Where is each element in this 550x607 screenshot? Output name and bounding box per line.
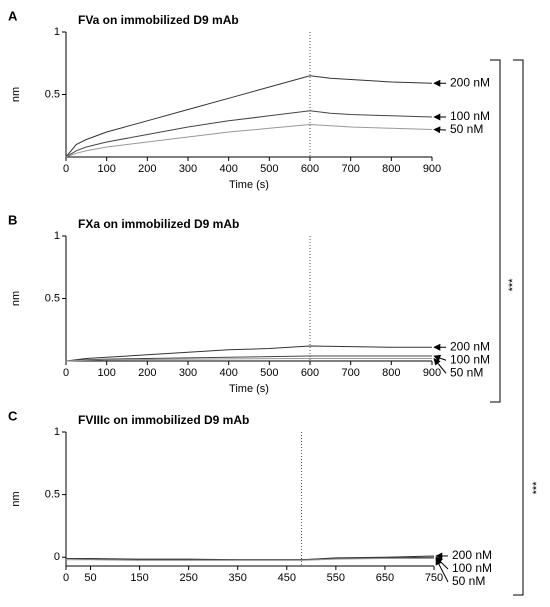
x-tick-label: 700 [341, 163, 359, 175]
y-tick-label: 0.5 [45, 292, 60, 304]
x-tick-label: 250 [179, 572, 197, 584]
y-tick-label: 0 [54, 551, 60, 563]
y-axis-label: nm [10, 291, 22, 306]
y-axis-label: nm [10, 87, 22, 102]
series-label: 50 nM [450, 122, 483, 136]
x-tick-label: 200 [138, 367, 156, 379]
x-tick-label: 0 [63, 572, 69, 584]
y-tick-label: 1 [54, 26, 60, 38]
series-line [65, 123, 433, 158]
x-tick-label: 600 [301, 163, 319, 175]
panel-letter: B [8, 212, 17, 227]
y-axis-label: nm [10, 491, 22, 506]
chart-title: FVIIIc on immobilized D9 mAb [78, 413, 249, 427]
x-axis-label: Time (s) [229, 179, 269, 191]
y-tick-label: 0.5 [45, 489, 60, 501]
series-label: 100 nM [452, 561, 492, 575]
x-tick-label: 350 [229, 572, 247, 584]
chart-title: FVa on immobilized D9 mAb [78, 13, 239, 27]
x-tick-label: 0 [63, 367, 69, 379]
label-arrow [433, 357, 447, 374]
x-tick-label: 900 [423, 367, 441, 379]
x-tick-label: 50 [84, 572, 96, 584]
panel-letter: C [8, 408, 18, 423]
label-arrow [433, 354, 447, 362]
x-tick-label: 0 [63, 163, 69, 175]
series-label: 100 nM [450, 109, 490, 123]
label-arrow [433, 126, 447, 134]
significance-label: *** [531, 481, 543, 495]
x-tick-label: 500 [260, 367, 278, 379]
series-label: 50 nM [452, 574, 485, 588]
x-tick-label: 700 [341, 367, 359, 379]
x-tick-label: 800 [382, 367, 400, 379]
series-line [65, 75, 433, 158]
panel-letter: A [8, 8, 18, 23]
significance-label: *** [507, 278, 519, 292]
x-tick-label: 900 [423, 163, 441, 175]
y-tick-label: 1 [54, 426, 60, 438]
series-label: 200 nM [450, 339, 490, 353]
series-label: 200 nM [450, 75, 490, 89]
label-arrow [435, 557, 449, 583]
x-tick-label: 100 [97, 163, 115, 175]
series-label: 100 nM [450, 352, 490, 366]
series-label: 200 nM [452, 548, 492, 562]
x-tick-label: 650 [376, 572, 394, 584]
x-tick-label: 600 [301, 367, 319, 379]
bracket [513, 59, 524, 596]
chart-title: FXa on immobilized D9 mAb [78, 217, 239, 231]
x-tick-label: 750 [425, 572, 443, 584]
y-tick-label: 1 [54, 230, 60, 242]
x-tick-label: 150 [130, 572, 148, 584]
series-line [65, 355, 432, 362]
x-tick-label: 400 [219, 367, 237, 379]
x-tick-label: 200 [138, 163, 156, 175]
x-tick-label: 800 [382, 163, 400, 175]
series-line [65, 556, 435, 561]
series-line [65, 345, 432, 362]
series-line [65, 358, 432, 362]
bracket [490, 59, 501, 403]
x-tick-label: 450 [278, 572, 296, 584]
y-tick-label: 0.5 [45, 88, 60, 100]
x-tick-label: 400 [219, 163, 237, 175]
x-tick-label: 500 [260, 163, 278, 175]
series-line [65, 110, 433, 158]
x-tick-label: 550 [327, 572, 345, 584]
series-line [66, 558, 434, 561]
series-label: 50 nM [450, 365, 483, 379]
x-tick-label: 300 [179, 367, 197, 379]
x-tick-label: 100 [97, 367, 115, 379]
x-axis-label: Time (s) [229, 383, 269, 395]
x-tick-label: 300 [179, 163, 197, 175]
